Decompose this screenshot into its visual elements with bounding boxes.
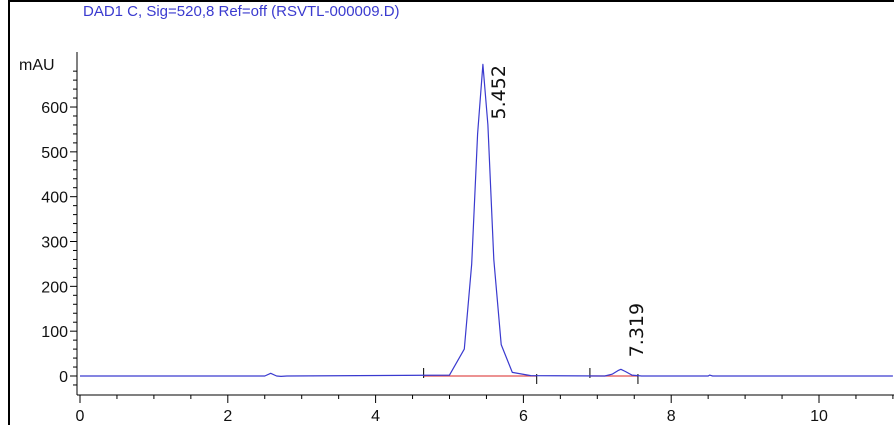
- signal-trace: [80, 63, 893, 377]
- x-tick-label: 2: [223, 408, 232, 425]
- y-tick-label: 200: [41, 279, 68, 296]
- y-tick-label: 0: [59, 369, 68, 386]
- y-axis-label: mAU: [19, 57, 55, 74]
- x-tick-label: 4: [371, 408, 380, 425]
- peak-labels: 5.452 7.319: [488, 65, 648, 357]
- chart-title: DAD1 C, Sig=520,8 Ref=off (RSVTL-000009.…: [83, 3, 400, 20]
- x-tick-label: 6: [519, 408, 528, 425]
- x-tick-label: 10: [810, 408, 828, 425]
- axes: 0 100 200 300 400 500 600 0 2 4 6 8 10: [41, 52, 894, 425]
- y-tick-label: 500: [41, 145, 68, 162]
- trace-group: [80, 63, 893, 377]
- y-tick-label: 400: [41, 190, 68, 207]
- y-tick-label: 100: [41, 324, 68, 341]
- y-tick-label: 300: [41, 235, 68, 252]
- y-tick-label: 600: [41, 100, 68, 117]
- peak-rt-label: 5.452: [488, 65, 510, 119]
- peak-rt-label: 7.319: [626, 303, 648, 357]
- x-tick-label: 8: [667, 408, 676, 425]
- x-tick-label: 0: [76, 408, 85, 425]
